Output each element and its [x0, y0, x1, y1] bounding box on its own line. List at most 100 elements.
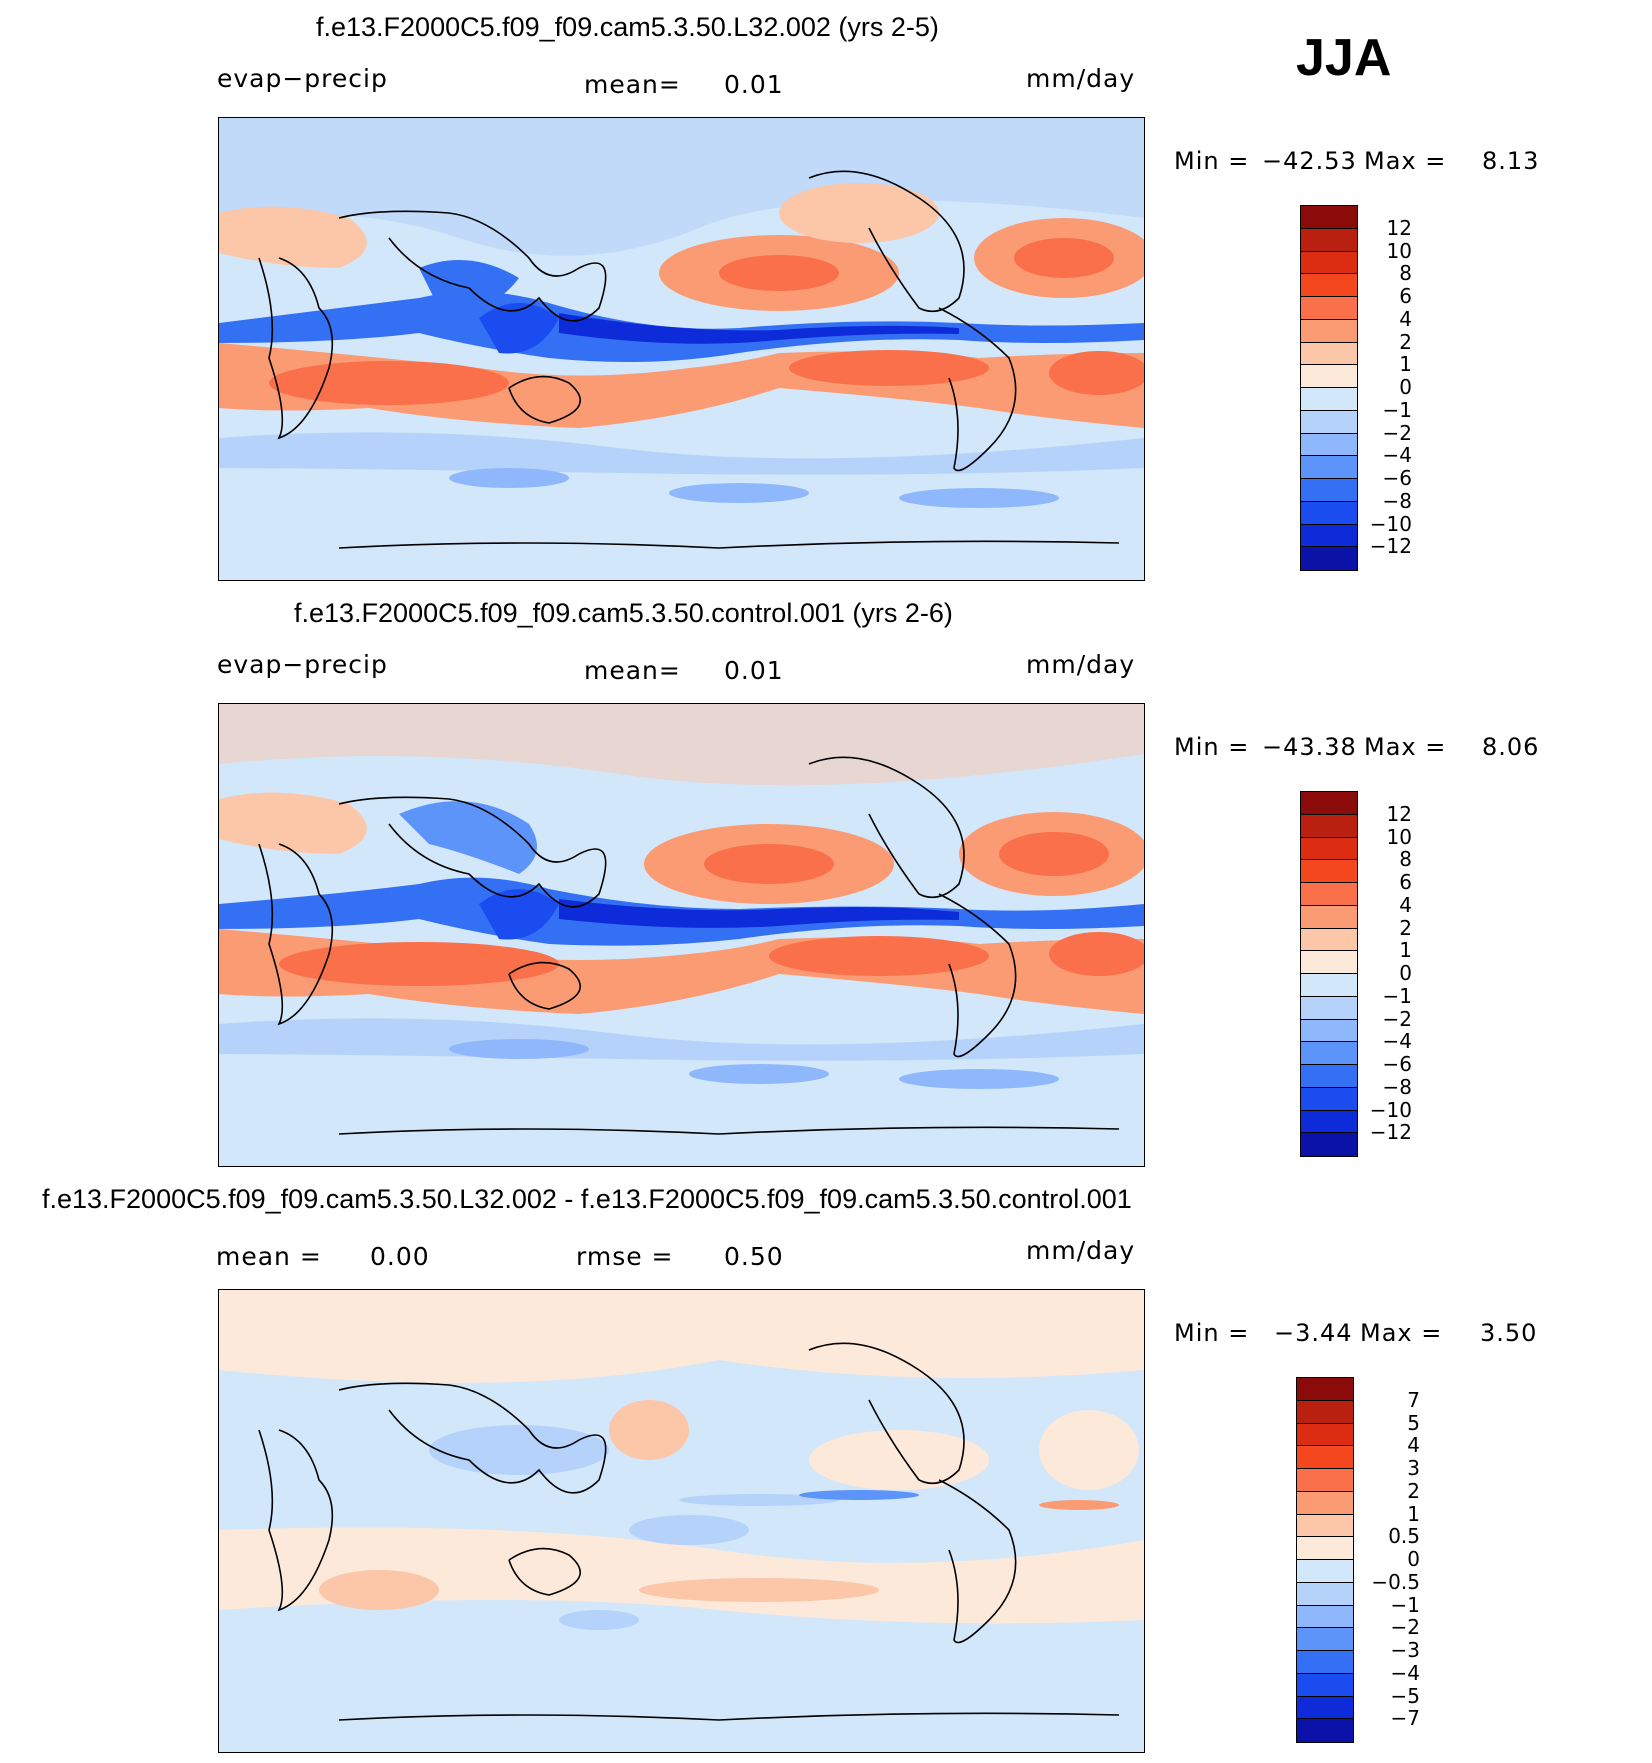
panel2-mean-label: mean=: [584, 656, 681, 685]
colorbar-label: −2: [1382, 1006, 1412, 1031]
colorbar-label: 0: [1399, 961, 1412, 985]
panel3-min-value: −3.44: [1274, 1319, 1353, 1347]
colorbar-segment: [1297, 1446, 1353, 1469]
panel2-min-value: −43.38: [1262, 733, 1357, 761]
colorbar-label: 1: [1399, 938, 1412, 963]
colorbar-segment: [1301, 1042, 1357, 1065]
colorbar-segment: [1301, 410, 1357, 434]
panel3-max-label: Max =: [1360, 1319, 1443, 1347]
colorbar-label: 4: [1399, 892, 1412, 917]
colorbar-label: 8: [1399, 261, 1412, 286]
panel1-map-svg: [219, 118, 1144, 580]
colorbar-label: −4: [1382, 1029, 1412, 1054]
panel2-colorbar: [1300, 791, 1358, 1157]
colorbar-label: −1: [1382, 397, 1412, 422]
colorbar-segment: [1297, 1469, 1353, 1492]
panel1-mean-label: mean=: [584, 70, 681, 99]
colorbar-segment: [1301, 1019, 1357, 1043]
colorbar-segment: [1297, 1673, 1353, 1697]
colorbar-label: −10: [1369, 511, 1412, 536]
colorbar-label: 0.5: [1388, 1524, 1420, 1549]
colorbar-segment: [1297, 1628, 1353, 1651]
panel1-max-label: Max =: [1364, 147, 1447, 175]
colorbar-segment: [1301, 365, 1357, 388]
colorbar-segment: [1297, 1400, 1353, 1424]
colorbar-label: −8: [1382, 488, 1412, 513]
colorbar-segment: [1301, 228, 1357, 252]
colorbar-label: 5: [1407, 1410, 1420, 1435]
panel1-mean-value: 0.01: [724, 70, 784, 99]
panel3-units: mm/day: [1026, 1236, 1136, 1265]
colorbar-label: −5: [1390, 1683, 1420, 1708]
colorbar-label: −10: [1369, 1097, 1412, 1122]
colorbar-segment: [1297, 1696, 1353, 1720]
panel2-max-label: Max =: [1364, 733, 1447, 761]
panel2-max-value: 8.06: [1482, 733, 1540, 761]
colorbar-segment: [1301, 814, 1357, 838]
colorbar-label: 12: [1386, 801, 1412, 826]
panel1-colorbar: [1300, 205, 1358, 571]
colorbar-segment: [1301, 433, 1357, 457]
colorbar-label: 10: [1386, 238, 1412, 263]
panel2-map: [218, 703, 1145, 1167]
colorbar-segment: [1297, 1719, 1353, 1742]
panel2-title: f.e13.F2000C5.f09_f09.cam5.3.50.control.…: [294, 598, 953, 628]
colorbar-segment: [1301, 251, 1357, 275]
panel3-mean-value: 0.00: [370, 1242, 430, 1271]
colorbar-label: 4: [1399, 306, 1412, 331]
colorbar-segment: [1301, 883, 1357, 906]
colorbar-segment: [1301, 501, 1357, 525]
panel3-colorbar: [1296, 1377, 1354, 1743]
colorbar-label: −8: [1382, 1074, 1412, 1099]
colorbar-segment: [1297, 1651, 1353, 1674]
colorbar-segment: [1301, 547, 1357, 570]
colorbar-label: 3: [1407, 1456, 1420, 1480]
colorbar-label: 10: [1386, 824, 1412, 849]
colorbar-label: −1: [1390, 1592, 1420, 1617]
panel1-map: [218, 117, 1145, 581]
panel1-min-value: −42.53: [1262, 147, 1357, 175]
colorbar-label: 1: [1407, 1501, 1420, 1526]
colorbar-label: −7: [1390, 1706, 1420, 1731]
colorbar-label: −4: [1390, 1660, 1420, 1685]
panel3-title: f.e13.F2000C5.f09_f09.cam5.3.50.L32.002 …: [42, 1184, 1132, 1214]
colorbar-segment: [1301, 388, 1357, 411]
colorbar-label: −2: [1390, 1615, 1420, 1640]
colorbar-label: 12: [1386, 215, 1412, 240]
panel2-colorbar-labels: 12 10 8 6 4 2 1 0 −1 −2 −4 −6 −8 −10 −12: [1362, 791, 1412, 1155]
panel2-min-label: Min =: [1174, 733, 1250, 761]
colorbar-segment: [1301, 1110, 1357, 1134]
colorbar-label: −12: [1369, 1120, 1412, 1145]
panel3-colorbar-labels: 7 5 4 3 2 1 0.5 0 −0.5 −1 −2 −3 −4 −5 −7: [1358, 1377, 1420, 1741]
colorbar-segment: [1297, 1514, 1353, 1538]
colorbar-label: −3: [1390, 1638, 1420, 1662]
colorbar-label: −12: [1369, 534, 1412, 559]
colorbar-segment: [1301, 1087, 1357, 1111]
colorbar-segment: [1301, 792, 1357, 815]
colorbar-segment: [1297, 1378, 1353, 1401]
colorbar-segment: [1301, 837, 1357, 861]
colorbar-segment: [1301, 1065, 1357, 1088]
colorbar-label: 8: [1399, 847, 1412, 872]
colorbar-segment: [1301, 1133, 1357, 1156]
colorbar-label: 0: [1407, 1547, 1420, 1571]
colorbar-label: −4: [1382, 443, 1412, 468]
panel1-units: mm/day: [1026, 64, 1136, 93]
colorbar-label: −6: [1382, 466, 1412, 490]
colorbar-segment: [1301, 479, 1357, 502]
panel2-mean-value: 0.01: [724, 656, 784, 685]
colorbar-segment: [1301, 342, 1357, 366]
colorbar-label: −2: [1382, 420, 1412, 445]
colorbar-label: 6: [1399, 870, 1412, 894]
panel1-max-value: 8.13: [1482, 147, 1540, 175]
colorbar-label: 2: [1399, 915, 1412, 940]
colorbar-label: −0.5: [1371, 1569, 1420, 1594]
panel3-mean-label: mean =: [216, 1242, 322, 1271]
colorbar-label: −1: [1382, 983, 1412, 1008]
panel3-max-value: 3.50: [1480, 1319, 1538, 1347]
colorbar-label: 6: [1399, 284, 1412, 308]
panel3-rmse-value: 0.50: [724, 1242, 784, 1271]
panel3-rmse-label: rmse =: [576, 1242, 674, 1271]
panel3-map-svg: [219, 1290, 1144, 1752]
colorbar-segment: [1301, 456, 1357, 479]
